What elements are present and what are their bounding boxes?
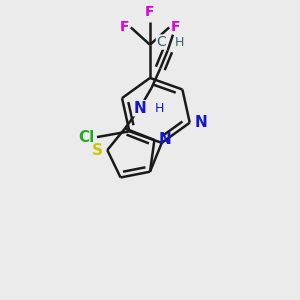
Text: N: N (159, 133, 172, 148)
Text: Cl: Cl (78, 130, 94, 145)
Text: H: H (155, 102, 164, 115)
Text: C: C (156, 35, 166, 49)
Text: N: N (194, 115, 207, 130)
Text: F: F (145, 5, 155, 19)
Text: S: S (92, 142, 103, 158)
Text: F: F (171, 20, 180, 34)
Text: F: F (120, 20, 129, 34)
Text: N: N (133, 101, 146, 116)
Text: H: H (174, 36, 184, 49)
